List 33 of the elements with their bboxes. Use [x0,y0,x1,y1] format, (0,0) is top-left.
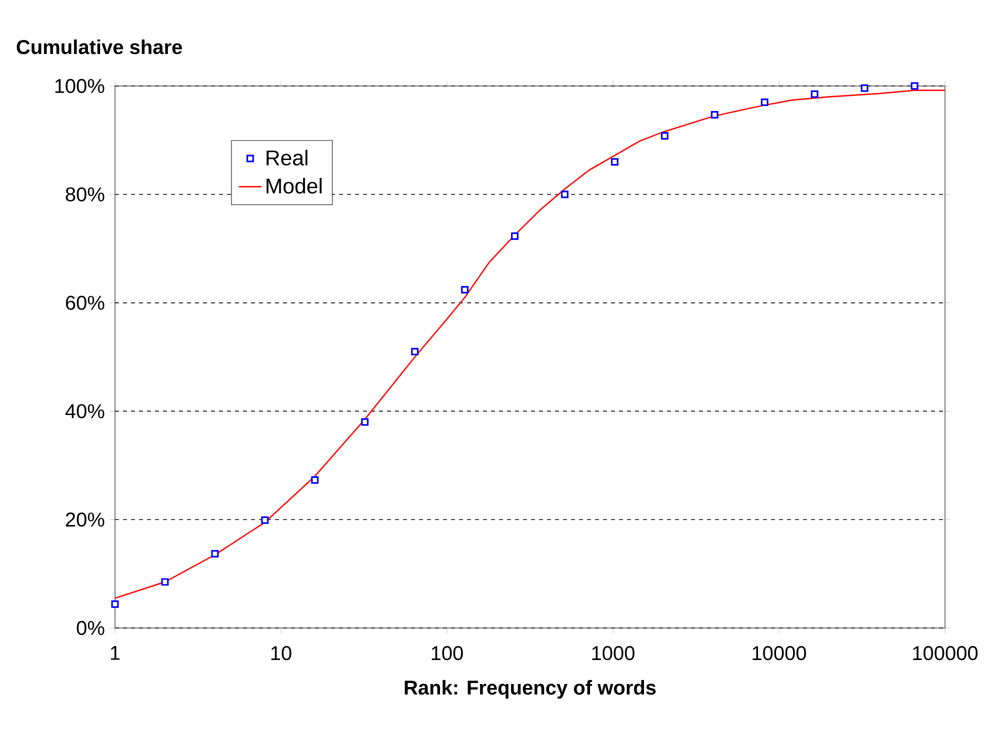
point [461,286,469,294]
point [111,600,119,608]
x-tick-label: 1000 [592,646,634,660]
point [710,110,718,118]
x-tick-label: 100000 [913,646,978,660]
point [511,232,519,240]
point [561,190,568,198]
point [610,158,618,166]
legend-label: Model [266,178,322,194]
y-tick-label: 100% [55,78,104,94]
y-tick-label: 40% [65,404,104,418]
point [211,550,219,558]
point [261,516,269,524]
point [161,578,169,586]
point [411,348,419,356]
point [311,476,319,484]
point [760,98,768,106]
point [810,90,818,98]
point [660,132,668,140]
x-tick-label: 10 [271,646,292,660]
y-tick-label: 60% [66,296,104,310]
legend-label: Real [266,150,308,166]
point [361,418,369,426]
x-tick-label: 100 [432,646,463,660]
x-tick-label: 10000 [752,646,806,660]
y-axis-title: Cumulative share [16,40,182,54]
y-tick-label: 0% [76,620,104,636]
x-tick-label: 1 [110,646,120,660]
y-tick-label: 20% [66,512,104,527]
y-tick-label: 80% [66,187,104,202]
x-axis-title: Rank: Frequency of words [404,680,656,699]
point [860,84,868,92]
point [910,82,918,90]
